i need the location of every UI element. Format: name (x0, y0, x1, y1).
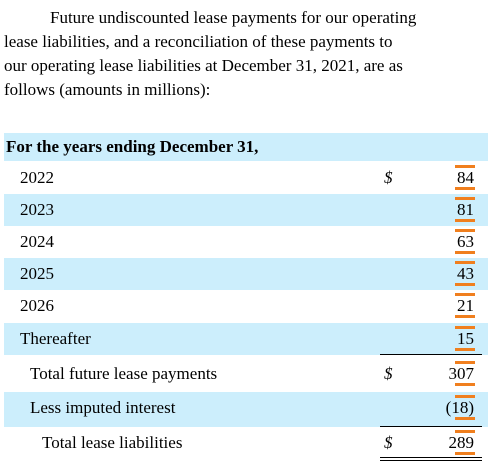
highlight-mark (455, 326, 475, 329)
amount: 63 (457, 232, 474, 251)
header-band (4, 133, 488, 161)
intro-line: follows (amounts in millions): (4, 80, 211, 99)
highlight-mark (455, 383, 475, 386)
row-label: 2022 (20, 168, 54, 187)
amount: 84 (457, 168, 474, 187)
row-band (4, 194, 488, 226)
row-band (4, 323, 488, 355)
highlight-mark (455, 293, 475, 296)
row-label: 2023 (20, 200, 54, 219)
subtotal-rule (380, 426, 482, 427)
subtotal-rule (380, 354, 482, 355)
row-band (4, 258, 488, 290)
highlight-mark (455, 165, 475, 168)
highlight-mark (455, 283, 475, 286)
amount: 21 (457, 296, 474, 315)
row-label: 2025 (20, 264, 54, 283)
highlight-mark (455, 417, 475, 420)
row-band (4, 392, 488, 427)
highlight-mark (455, 229, 475, 232)
row-label: Total future lease payments (30, 364, 218, 383)
highlight-mark (455, 197, 475, 200)
amount: 289 (448, 433, 475, 452)
highlight-mark (455, 452, 475, 455)
highlight-mark (455, 187, 475, 190)
highlight-mark (455, 219, 475, 222)
highlight-mark (455, 430, 475, 433)
amount: 81 (457, 200, 474, 219)
intro-line: Future undiscounted lease payments for o… (50, 8, 417, 27)
amount: 307 (448, 364, 475, 383)
currency: $ (384, 168, 393, 187)
total-rule (380, 460, 482, 461)
highlight-mark (455, 261, 475, 264)
intro-line: our operating lease liabilities at Decem… (4, 56, 403, 75)
total-rule (380, 457, 482, 458)
highlight-mark (455, 395, 475, 398)
row-label: 2026 (20, 296, 54, 315)
currency: $ (384, 433, 393, 452)
row-label: Less imputed interest (30, 398, 176, 417)
row-label: Total lease liabilities (42, 433, 183, 452)
amount: (18) (445, 398, 474, 417)
row-label: 2024 (20, 232, 54, 251)
currency: $ (384, 364, 393, 383)
highlight-mark (455, 251, 475, 254)
amount: 15 (457, 329, 474, 348)
highlight-mark (455, 348, 475, 351)
table-header: For the years ending December 31, (6, 137, 259, 156)
amount: 43 (457, 264, 474, 283)
highlight-mark (455, 361, 475, 364)
highlight-mark (455, 315, 475, 318)
intro-line: lease liabilities, and a reconciliation … (4, 32, 393, 51)
row-label: Thereafter (20, 329, 91, 348)
